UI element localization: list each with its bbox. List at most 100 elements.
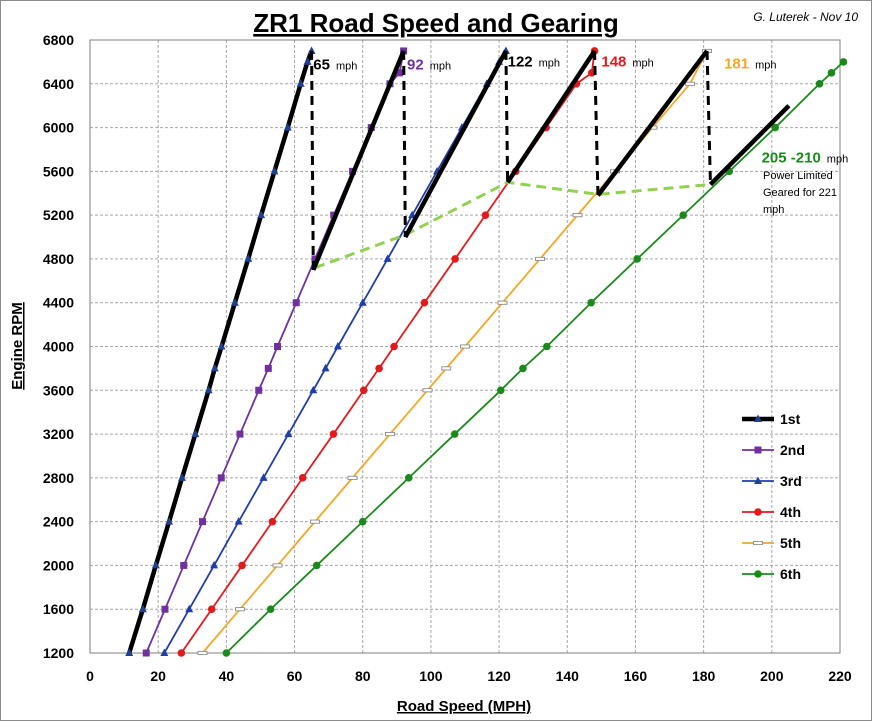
series-6th (222, 58, 848, 657)
data-point (268, 517, 277, 526)
data-point (754, 570, 762, 578)
data-point (587, 298, 595, 307)
speed-value: 205 -210 (762, 150, 821, 167)
speed-value: 92 (407, 57, 424, 74)
data-point (359, 386, 368, 395)
data-point (497, 300, 508, 305)
data-point (230, 298, 239, 306)
data-point (754, 414, 762, 422)
legend-item-5th: 5th (742, 535, 801, 551)
x-tick-label: 200 (760, 668, 784, 684)
speed-annotations: 65 mph 92 mph 122 mph 148 mph 181 mph 205 -210 mph (313, 53, 848, 166)
data-point (481, 211, 490, 219)
x-axis-label: Road Speed (MPH) (397, 698, 531, 715)
data-point (321, 363, 330, 372)
y-tick-label: 3600 (43, 382, 74, 398)
speed-unit: mph (539, 57, 560, 69)
legend-label: 3rd (780, 473, 802, 489)
data-point (827, 69, 836, 77)
speed-annotation: 92 mph (407, 57, 451, 74)
shift-rpm-curve (314, 180, 711, 270)
series-4th (177, 47, 599, 657)
legend-label: 1st (780, 411, 801, 427)
data-point (375, 364, 383, 373)
legend-label: 4th (780, 504, 801, 520)
speed-annotation: 181 mph (724, 55, 776, 72)
data-point (296, 79, 305, 87)
data-point (347, 475, 358, 480)
data-point (165, 517, 174, 525)
data-point (422, 388, 433, 393)
plot-area-border (89, 39, 841, 654)
y-tick-label: 4000 (43, 339, 74, 355)
data-point (329, 430, 338, 438)
shift-gear-line (505, 49, 597, 184)
y-tick-label: 6400 (43, 76, 74, 92)
data-point (177, 649, 186, 657)
data-point (754, 446, 762, 454)
data-point (283, 123, 292, 131)
y-tick-label: 6000 (43, 120, 74, 136)
data-point (307, 46, 316, 54)
data-point (257, 210, 266, 219)
x-tick-label: 100 (419, 668, 443, 684)
speed-unit: mph (755, 59, 776, 71)
note-line-1: Power Limited (763, 170, 833, 182)
data-point (272, 563, 283, 568)
shift-gear-line (403, 49, 508, 239)
legend-label: 2nd (780, 442, 805, 458)
series-1st (125, 46, 316, 656)
y-tick-label: 3200 (43, 426, 74, 442)
y-tick-label: 6800 (43, 32, 74, 48)
x-tick-label: 0 (86, 668, 94, 684)
shift-gear-line (311, 50, 406, 271)
series-layer (125, 46, 848, 657)
data-point (390, 342, 398, 351)
data-point (274, 343, 281, 350)
data-point (572, 213, 583, 218)
data-point (441, 366, 452, 371)
data-point (685, 81, 695, 86)
data-point (125, 648, 134, 656)
data-point (191, 429, 200, 438)
note-line-3: mph (763, 204, 784, 216)
data-point (451, 255, 459, 263)
data-point (222, 649, 231, 657)
data-point (310, 519, 320, 524)
gearing-note: Power Limited Geared for 221 mph (763, 170, 837, 216)
data-point (298, 474, 307, 482)
x-axis-ticks: 0 20 40 60 80 100 120 140 160 180 200 220 (86, 668, 852, 684)
speed-value: 148 (601, 53, 626, 70)
x-tick-label: 220 (828, 668, 852, 684)
data-point (303, 57, 312, 65)
speed-value: 65 (313, 57, 330, 74)
data-point (199, 518, 206, 526)
data-point (180, 561, 188, 569)
data-point (210, 363, 219, 372)
x-tick-label: 180 (692, 668, 716, 684)
data-point (204, 385, 213, 394)
x-tick-label: 60 (287, 668, 303, 684)
data-point (207, 605, 216, 614)
data-point (238, 561, 246, 570)
data-point (259, 473, 268, 481)
data-point (138, 604, 147, 613)
data-point (839, 58, 848, 66)
x-tick-label: 120 (487, 668, 511, 684)
data-point (161, 605, 169, 613)
data-point (235, 607, 245, 612)
speed-unit: mph (632, 57, 653, 69)
x-tick-label: 40 (219, 668, 235, 684)
data-point (236, 430, 244, 438)
data-point (753, 540, 763, 546)
shift-gear-line (596, 49, 709, 197)
note-line-2: Geared for 221 (763, 187, 837, 199)
data-point (633, 255, 641, 263)
legend-label: 5th (780, 535, 801, 551)
x-tick-label: 140 (556, 668, 580, 684)
shift-lines-layer (310, 49, 791, 271)
data-point (815, 79, 824, 88)
speed-value: 181 (724, 55, 749, 72)
y-axis-ticks: 1200 1600 2000 2400 2800 3200 3600 4000 4400 4800… (43, 32, 74, 661)
shift-gear-line (708, 104, 791, 187)
